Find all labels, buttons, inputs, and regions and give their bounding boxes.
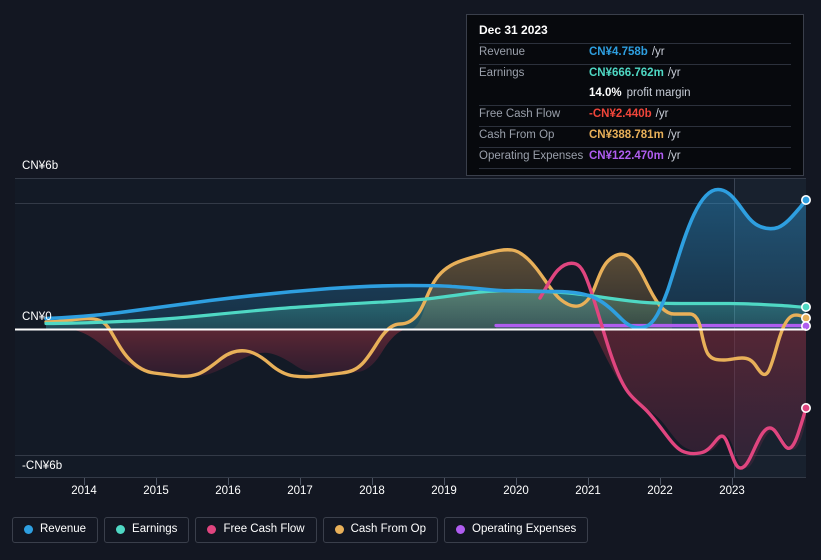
tooltip-row-label: Earnings <box>479 67 525 79</box>
legend-item-operating-expenses[interactable]: Operating Expenses <box>444 517 589 543</box>
cash-from-op-line <box>44 248 806 379</box>
legend-item-earnings[interactable]: Earnings <box>104 517 190 543</box>
legend-color-dot <box>116 525 126 535</box>
x-tick-label-2017: 2017 <box>287 485 313 497</box>
tooltip-row-value: CN¥4.758b <box>589 46 648 58</box>
tooltip-row-value: CN¥388.781m <box>589 129 664 141</box>
tooltip-row-label: Revenue <box>479 46 526 58</box>
chart-legend[interactable]: Revenue Earnings Free Cash Flow Cash From O… <box>12 517 589 543</box>
x-axis-labels: 2014 2015 2016 2017 2018 2019 2020 2021 2022 2023 <box>0 485 821 503</box>
series-endpoints <box>800 195 811 413</box>
legend-color-dot <box>456 525 466 535</box>
legend-item-label: Earnings <box>132 523 178 535</box>
cfo-negative-area <box>15 329 436 376</box>
x-tick-label-2019: 2019 <box>431 485 457 497</box>
x-tick-label-2021: 2021 <box>575 485 601 497</box>
x-tick-label-2022: 2022 <box>647 485 673 497</box>
tooltip-row-value: -CN¥2.440b <box>589 108 652 120</box>
tooltip-row: Revenue CN¥4.758b/yr <box>479 43 791 64</box>
x-tick-label-2020: 2020 <box>503 485 529 497</box>
legend-item-cash-from-op[interactable]: Cash From Op <box>322 517 439 543</box>
tooltip-row: 14.0% profit margin <box>479 85 791 105</box>
tooltip-row-value: CN¥666.762m <box>589 67 664 79</box>
x-tick-label-2023: 2023 <box>719 485 745 497</box>
y-axis-label-bottom: -CN¥6b <box>22 460 63 472</box>
legend-color-dot <box>334 525 344 535</box>
series-lines <box>44 187 806 470</box>
legend-color-dot <box>24 525 33 535</box>
x-tick-label-2018: 2018 <box>359 485 385 497</box>
x-tick-label-2014: 2014 <box>71 485 97 497</box>
tooltip-row: Free Cash Flow -CN¥2.440b/yr <box>479 105 791 126</box>
free-cash-flow-endpoint <box>800 402 811 413</box>
x-tick-marks <box>84 478 733 485</box>
tooltip-row-unit: /yr <box>667 129 681 141</box>
gridlines <box>15 178 806 478</box>
tooltip-row-unit: /yr <box>667 67 681 79</box>
tooltip-row-unit: /yr <box>667 150 681 162</box>
tooltip-row: Operating Expenses CN¥122.470m/yr <box>479 147 791 168</box>
legend-item-label: Operating Expenses <box>472 523 577 535</box>
cash-from-op-endpoint <box>800 312 811 323</box>
legend-item-label: Free Cash Flow <box>223 523 305 535</box>
tooltip-row-label: Cash From Op <box>479 129 555 141</box>
x-tick-label-2016: 2016 <box>215 485 241 497</box>
tooltip-row-value: 14.0% <box>589 87 622 99</box>
tooltip-row-unit: /yr <box>651 46 665 58</box>
legend-item-revenue[interactable]: Revenue <box>12 517 99 543</box>
tooltip-row-value: CN¥122.470m <box>589 150 664 162</box>
tooltip-rows: Revenue CN¥4.758b/yr Earnings CN¥666.762m/y… <box>479 43 791 169</box>
tooltip-row-unit: profit margin <box>626 87 691 99</box>
revenue-line <box>44 187 806 330</box>
legend-item-label: Cash From Op <box>350 523 427 535</box>
legend-item-free-cash-flow[interactable]: Free Cash Flow <box>195 517 317 543</box>
tooltip-row: Earnings CN¥666.762m/yr <box>479 64 791 85</box>
tooltip-row-label: Operating Expenses <box>479 150 584 162</box>
tooltip-bottom-rule <box>479 168 791 169</box>
tooltip-row-label: Free Cash Flow <box>479 108 561 120</box>
data-tooltip: Dec 31 2023 Revenue CN¥4.758b/yr Earnings C… <box>466 14 804 176</box>
tooltip-row-unit: /yr <box>655 108 669 120</box>
legend-item-label: Revenue <box>40 523 87 535</box>
tooltip-row: Cash From Op CN¥388.781m/yr <box>479 126 791 147</box>
revenue-endpoint <box>800 195 811 206</box>
y-axis-label-top: CN¥6b <box>22 160 59 172</box>
x-tick-label-2015: 2015 <box>143 485 169 497</box>
free-cash-flow-line <box>538 261 806 470</box>
earnings-endpoint <box>800 301 811 312</box>
y-axis-label-zero: CN¥0 <box>22 311 52 323</box>
legend-color-dot <box>207 525 217 535</box>
tooltip-date: Dec 31 2023 <box>479 23 548 37</box>
